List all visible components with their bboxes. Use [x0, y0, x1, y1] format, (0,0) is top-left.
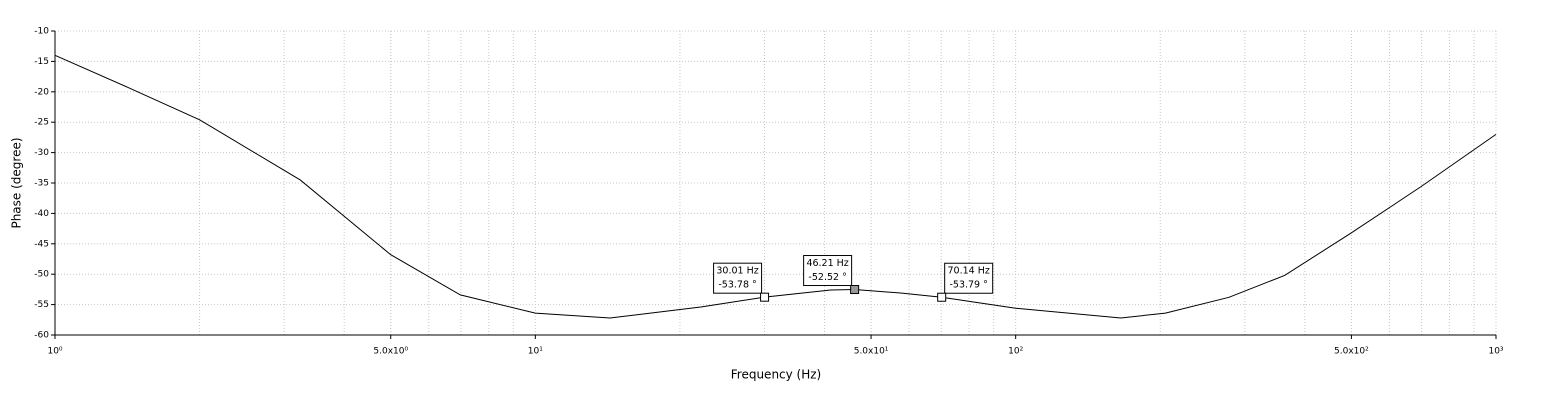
- datatip: 46.21 Hz -52.52 °: [803, 255, 860, 295]
- datatip-text: 70.14 Hz: [947, 266, 989, 277]
- datatip-box: [713, 262, 763, 294]
- line: [54, 54, 1497, 319]
- y-tick-label: -10: [34, 27, 49, 37]
- datatip-marker: [760, 292, 770, 302]
- y-tick-label: -45: [34, 239, 49, 249]
- x-tick-label: 10¹: [528, 347, 543, 357]
- datatip: 70.14 Hz -53.79 °: [937, 262, 994, 302]
- y-tick-label: -25: [34, 118, 49, 128]
- x-tick-label: 10³: [1488, 347, 1503, 357]
- x-tick-label: 5.0x10¹: [854, 347, 889, 357]
- y-tick-label: -20: [34, 87, 49, 97]
- y-tick-label: -40: [34, 209, 49, 219]
- y-tick-label: -35: [34, 179, 49, 189]
- x-tick-label: 5.0x10²: [1334, 347, 1369, 357]
- datatip-text: 30.01 Hz: [716, 266, 758, 277]
- x-tick-label: 10⁰: [47, 347, 62, 357]
- datatip-text: -52.52 °: [808, 272, 846, 283]
- datatip-text: 46.21 Hz: [806, 258, 848, 269]
- datatip: 30.01 Hz -53.78 °: [713, 262, 770, 302]
- y-tick-label: -55: [34, 300, 49, 310]
- datatip-box: [944, 262, 994, 294]
- y-tick-label: -60: [34, 331, 49, 341]
- y-tick-label: -15: [34, 57, 49, 67]
- datatip-box: [803, 255, 853, 287]
- x-axis-label: Frequency (Hz): [731, 368, 822, 382]
- datatip-marker: [937, 292, 947, 302]
- y-tick-label: -30: [34, 148, 49, 158]
- y-axis-label: Phase (degree): [10, 137, 24, 228]
- x-tick-label: 5.0x10⁰: [373, 347, 408, 357]
- datatip-text: -53.79 °: [949, 280, 987, 291]
- datatip-text: -53.78 °: [718, 280, 756, 291]
- y-tick-label: -50: [34, 270, 49, 280]
- x-tick-label: 10²: [1008, 347, 1023, 357]
- datatip-marker: [850, 285, 860, 295]
